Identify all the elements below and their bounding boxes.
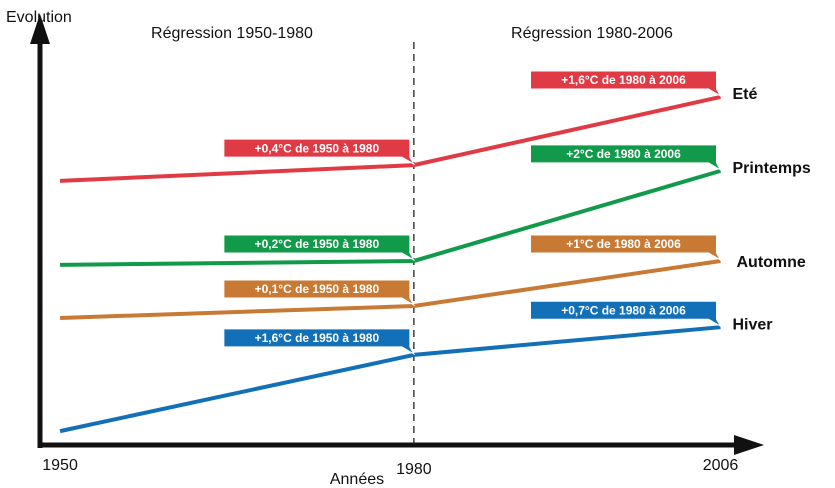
annotation-box — [530, 70, 722, 98]
annotation: +0,4°C de 1950 à 1980 — [255, 141, 380, 155]
annotation: +1,6°C de 1980 à 2006 — [561, 73, 686, 87]
series-name: Automne — [737, 254, 806, 271]
series-line — [59, 258, 721, 320]
x-axis-arrow — [734, 435, 764, 455]
x-tick-label: 1980 — [396, 461, 432, 478]
annotation-box — [530, 144, 722, 172]
annotation-box — [223, 234, 416, 262]
annotation: +1,6°C de 1950 à 1980 — [255, 331, 380, 345]
annotation-box — [223, 138, 416, 166]
annotation: +0,2°C de 1950 à 1980 — [255, 237, 380, 251]
annotation-box — [530, 234, 722, 262]
series-line — [59, 95, 721, 183]
series-name: Eté — [733, 86, 758, 103]
x-axis-label: Années — [330, 471, 384, 488]
annotation: +0,7°C de 1980 à 2006 — [561, 303, 686, 317]
annotation: +0,1°C de 1950 à 1980 — [255, 282, 380, 296]
annotation: +2°C de 1980 à 2006 — [566, 147, 681, 161]
annotation-box — [530, 300, 722, 328]
y-axis-arrow — [30, 14, 50, 44]
series-name: Hiver — [733, 316, 773, 333]
annotation: +1°C de 1980 à 2006 — [566, 237, 681, 251]
x-tick-label: 1950 — [42, 457, 78, 474]
x-tick-label: 2006 — [703, 457, 739, 474]
period-label: Régression 1950-1980 — [151, 25, 313, 42]
series-line — [59, 325, 721, 434]
series-name: Printemps — [733, 160, 811, 177]
period-label: Régression 1980-2006 — [511, 25, 673, 42]
annotation-box — [223, 328, 416, 356]
annotation-box — [223, 279, 416, 307]
series-line — [60, 168, 722, 267]
